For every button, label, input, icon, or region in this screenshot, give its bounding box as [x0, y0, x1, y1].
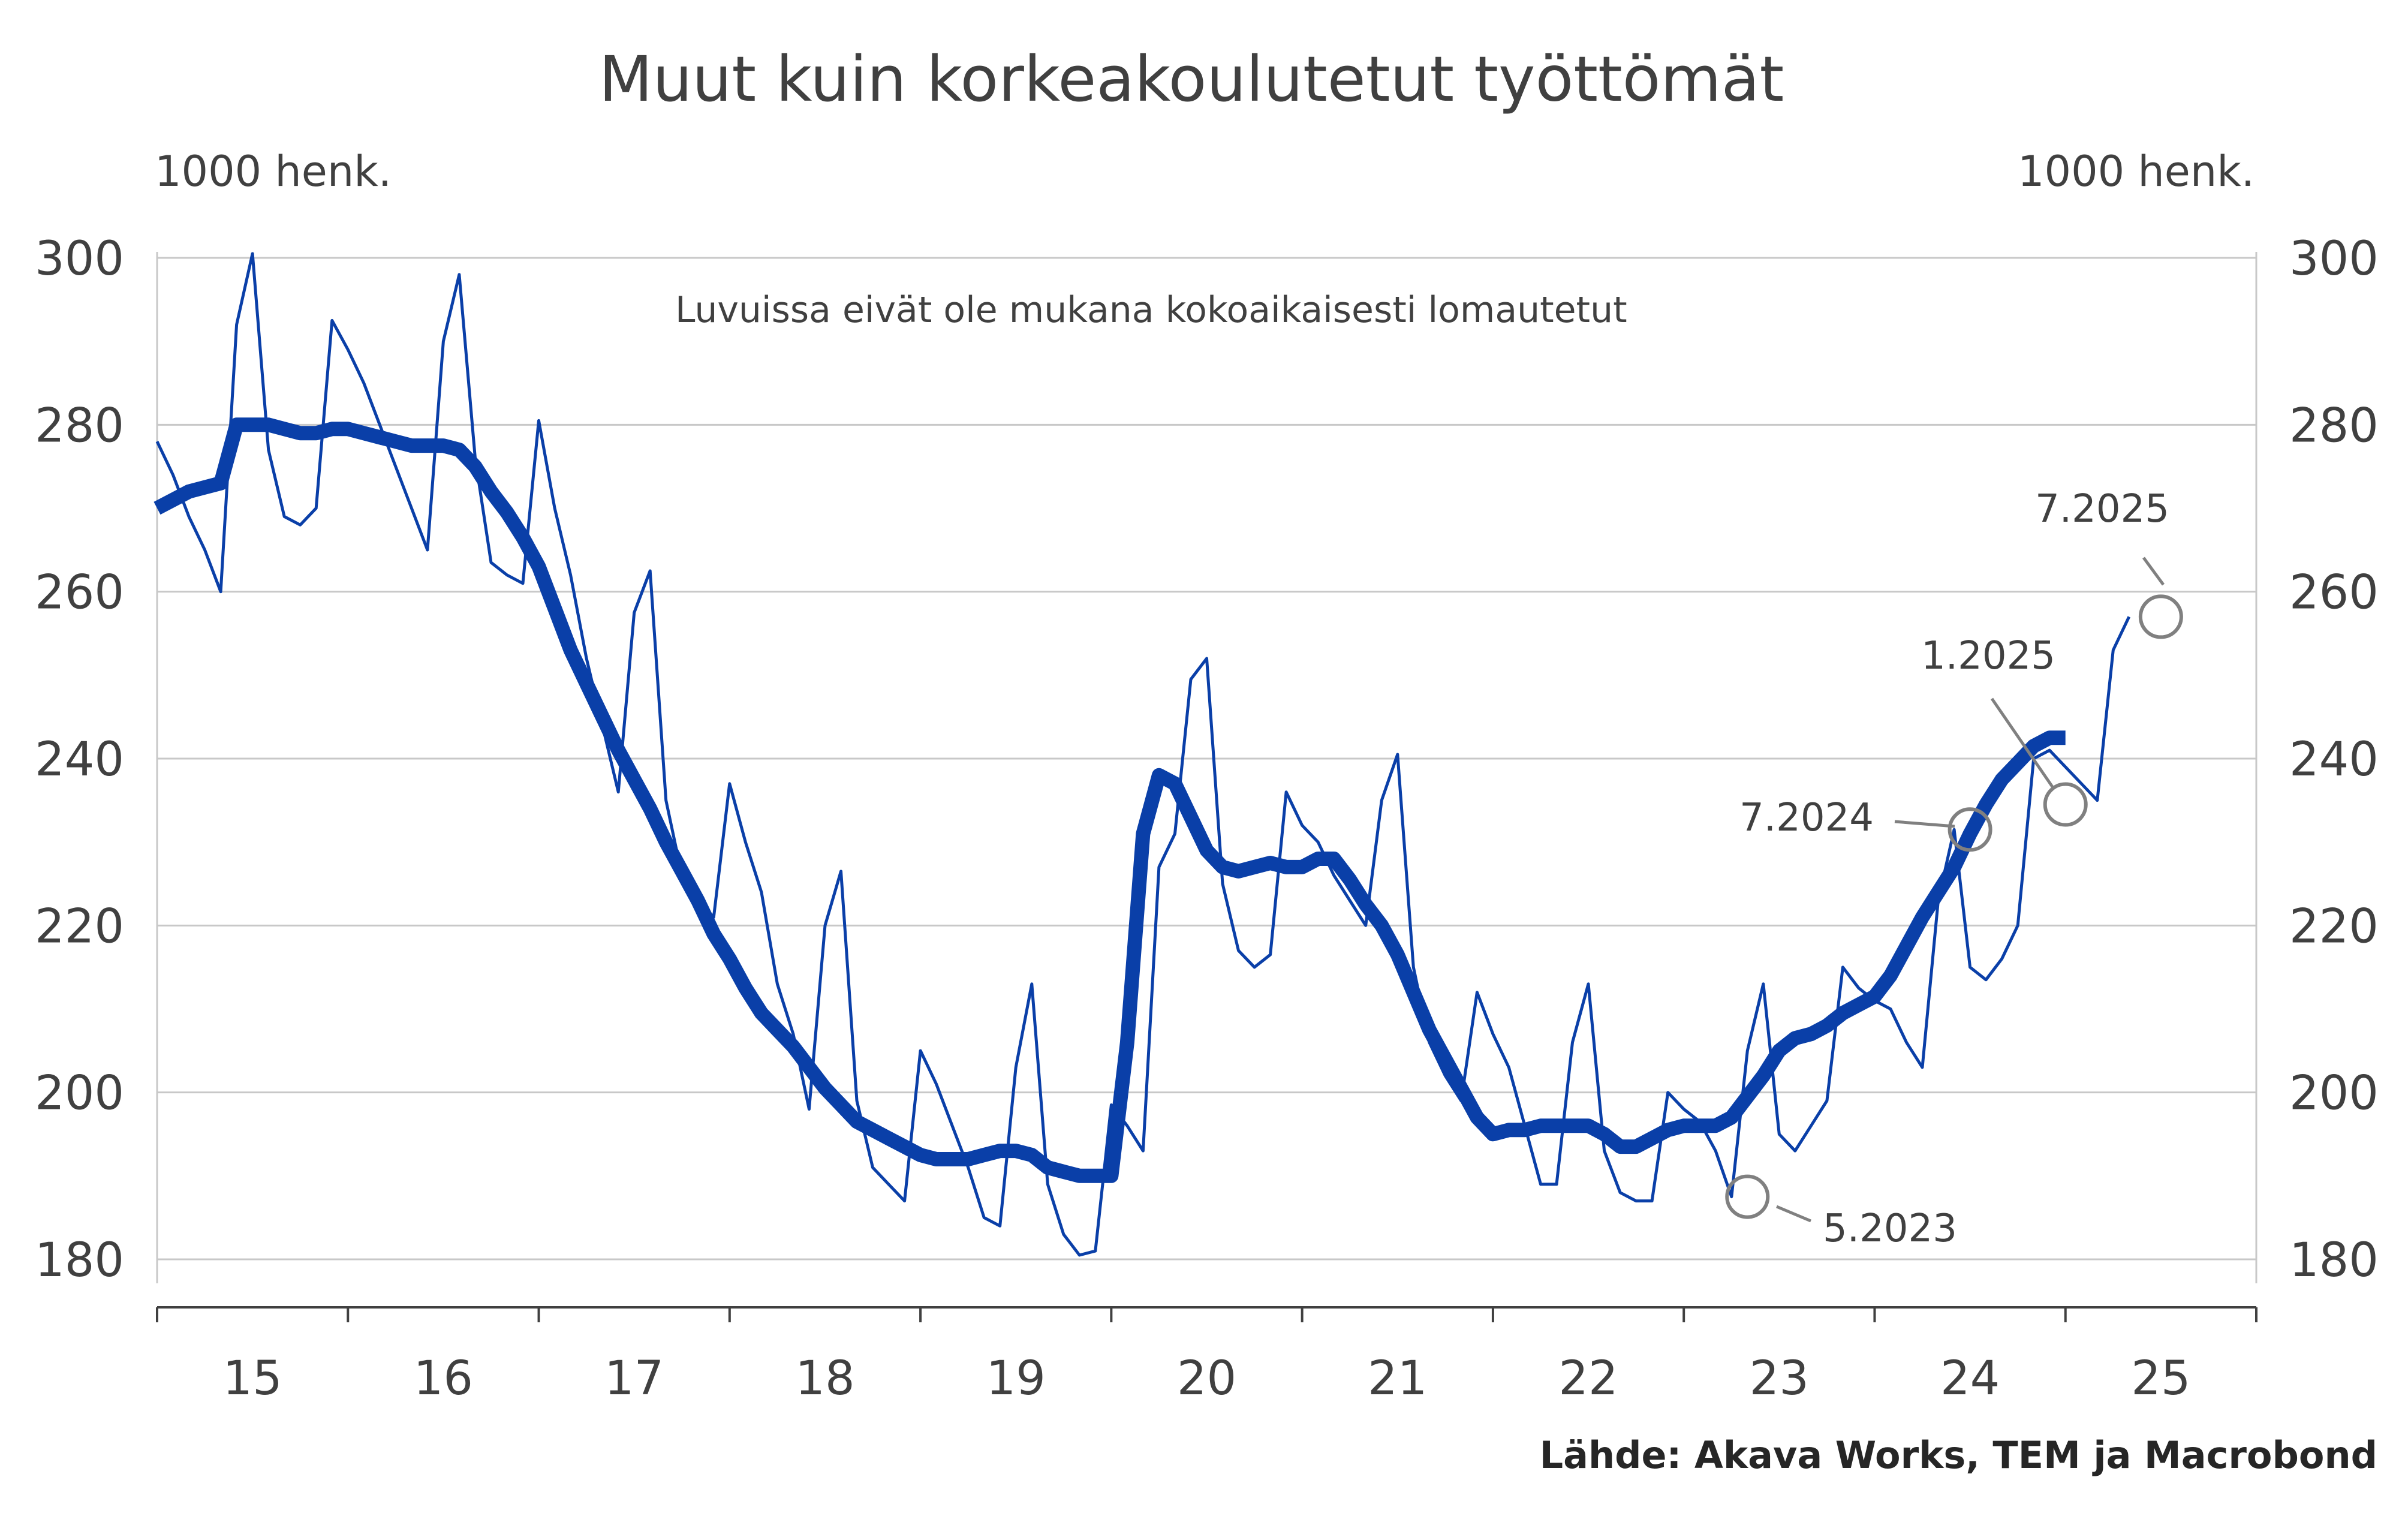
y-tick-left-260: 260: [35, 566, 124, 620]
y-tick-left-280: 280: [35, 399, 124, 453]
marker-5.2023: [1725, 1174, 1770, 1219]
y-tick-right-280: 280: [2289, 399, 2379, 453]
chart-note: Luvuissa eivät ole mukana kokoaikaisesti…: [675, 289, 1627, 331]
x-tick-label-17: 17: [604, 1352, 664, 1406]
x-tick-label-18: 18: [795, 1352, 854, 1406]
y-tick-right-200: 200: [2289, 1067, 2379, 1121]
leader-5.2023: [1776, 1205, 1811, 1223]
x-tick-label-25: 25: [2131, 1352, 2190, 1406]
chart-title: Muut kuin korkeakoulutetut työttömät: [599, 43, 1784, 116]
y-tick-left-300: 300: [35, 232, 124, 286]
callout-7.2025: 7.2025: [2035, 487, 2169, 531]
leader-7.2025: [2142, 557, 2165, 586]
x-tick-label-15: 15: [223, 1352, 282, 1406]
y-tick-left-200: 200: [35, 1067, 124, 1121]
x-tick-label-24: 24: [1940, 1352, 2000, 1406]
x-tick-label-23: 23: [1750, 1352, 1809, 1406]
y-tick-right-300: 300: [2289, 232, 2379, 286]
y-tick-left-180: 180: [35, 1234, 124, 1288]
axes: 180 180 200 200 220 220 240 240 260 260 280 280 300 3…: [35, 232, 2379, 1406]
marker-7.2024: [1948, 807, 1992, 852]
series-layer: [153, 252, 2131, 1257]
marker-7.2025: [2138, 594, 2183, 639]
annotations: 5.2023 7.2024 1.2025 7.2025: [1725, 487, 2183, 1251]
source-text: Lähde: Akava Works, TEM ja Macrobond: [1540, 1433, 2377, 1477]
y-tick-right-180: 180: [2289, 1234, 2379, 1288]
y-tick-left-240: 240: [35, 733, 124, 787]
leader-7.2024: [1894, 820, 1955, 828]
leader-1.2025: [1990, 697, 2055, 790]
left-axis-unit: 1000 henk.: [155, 147, 392, 196]
series-line-thick: [153, 417, 2066, 1183]
series-line-thin: [155, 252, 2131, 1257]
y-tick-right-220: 220: [2289, 900, 2379, 953]
callout-5.2023: 5.2023: [1823, 1207, 1957, 1251]
x-tick-label-19: 19: [986, 1352, 1046, 1406]
callout-1.2025: 1.2025: [1921, 634, 2055, 678]
x-tick-label-16: 16: [414, 1352, 473, 1406]
x-tick-label-20: 20: [1177, 1352, 1236, 1406]
y-tick-left-220: 220: [35, 900, 124, 953]
y-tick-right-240: 240: [2289, 733, 2379, 787]
x-tick-label-21: 21: [1368, 1352, 1427, 1406]
y-tick-right-260: 260: [2289, 566, 2379, 620]
x-tick-label-22: 22: [1558, 1352, 1618, 1406]
callout-7.2024: 7.2024: [1739, 796, 1874, 840]
right-axis-unit: 1000 henk.: [2018, 147, 2255, 196]
gridlines: [157, 257, 2256, 1261]
marker-1.2025: [2043, 782, 2088, 827]
